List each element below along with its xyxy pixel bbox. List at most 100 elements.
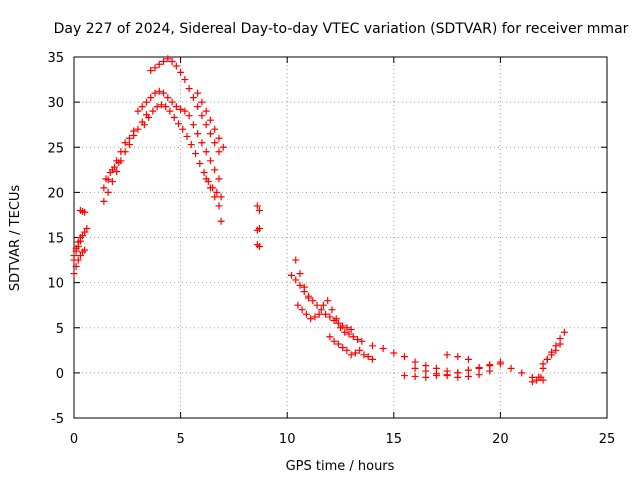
data-point (354, 335, 362, 343)
data-point (151, 64, 159, 72)
data-point (486, 361, 494, 369)
data-point (443, 351, 451, 359)
data-point (368, 342, 376, 350)
data-point (347, 351, 355, 359)
data-point (153, 103, 161, 111)
data-point (292, 256, 300, 264)
series-arc-peak-b (134, 87, 223, 183)
data-point (155, 60, 163, 68)
data-point (255, 243, 263, 251)
data-point (134, 125, 142, 133)
series-arc-night-d (443, 351, 472, 363)
data-point (332, 315, 340, 323)
data-point (400, 353, 408, 361)
data-point (177, 68, 185, 76)
data-point (138, 103, 146, 111)
data-point (196, 159, 204, 167)
data-point (72, 244, 80, 252)
data-point (337, 324, 344, 332)
series-arc-night-c (411, 364, 494, 381)
data-point (164, 94, 172, 102)
data-point (464, 372, 472, 380)
data-point (411, 358, 419, 366)
x-axis-label: GPS time / hours (286, 459, 395, 474)
data-point (104, 188, 112, 196)
data-point (211, 125, 219, 133)
data-point (305, 294, 313, 302)
data-point (206, 130, 214, 138)
data-point (155, 87, 163, 95)
data-point (177, 105, 185, 113)
data-point (543, 355, 551, 363)
data-point (351, 349, 359, 357)
data-point (411, 364, 419, 372)
data-point (162, 103, 170, 111)
data-point (168, 98, 176, 106)
data-point (72, 262, 80, 270)
y-tick-label: -5 (51, 412, 64, 427)
data-point (296, 281, 304, 289)
data-point (140, 121, 148, 129)
data-point (294, 301, 302, 309)
data-point (70, 270, 78, 278)
data-point (108, 178, 116, 186)
data-point (172, 103, 180, 111)
data-point (189, 121, 197, 129)
data-point (211, 139, 219, 147)
data-point (117, 148, 125, 156)
x-tick-label: 0 (70, 432, 78, 447)
y-axis-label: SDTVAR / TECUs (8, 185, 23, 292)
data-point (81, 208, 89, 216)
series-arc-evening-c (326, 333, 376, 363)
data-point (189, 94, 197, 102)
series-isolated-b (253, 202, 263, 251)
data-point (464, 355, 472, 363)
data-point (432, 370, 440, 378)
series-arc-dawn-b (539, 340, 564, 368)
data-point (253, 202, 261, 210)
data-point (315, 310, 323, 318)
data-point (100, 184, 108, 192)
series-arc-drop (202, 175, 223, 210)
data-point (166, 107, 174, 115)
data-point (185, 112, 193, 120)
series-arc-peak-c (140, 101, 225, 201)
data-point (202, 121, 210, 129)
data-point (215, 175, 223, 183)
data-point (76, 234, 84, 241)
data-point (255, 206, 263, 214)
data-point (206, 116, 214, 124)
series-arc-evening-b (294, 297, 366, 345)
data-point (160, 89, 168, 97)
chart-title: Day 227 of 2024, Sidereal Day-to-day VTE… (54, 21, 629, 37)
data-point (100, 197, 108, 205)
x-tick-label: 20 (492, 432, 509, 447)
data-point (202, 148, 210, 156)
data-point (121, 139, 129, 147)
data-point (213, 188, 221, 196)
data-point (160, 58, 168, 66)
data-point (147, 94, 155, 102)
data-points (70, 55, 568, 386)
data-point (287, 271, 295, 279)
x-axis: 0 5 10 15 20 25 (70, 57, 615, 447)
data-point (298, 306, 306, 314)
data-point (400, 372, 408, 380)
data-point (300, 288, 308, 296)
data-point (106, 169, 114, 177)
data-point (326, 313, 334, 321)
series-arc-dawn-c (528, 373, 545, 386)
data-point (76, 252, 84, 260)
data-point (560, 328, 568, 336)
data-point (552, 346, 560, 354)
data-point (548, 351, 556, 359)
data-point (142, 98, 150, 106)
data-point (125, 134, 133, 142)
data-point (364, 353, 372, 361)
data-point (215, 202, 223, 210)
data-point (81, 228, 89, 236)
data-point (215, 148, 223, 156)
data-point (486, 367, 494, 375)
data-point (181, 107, 189, 115)
y-tick-label: 15 (47, 232, 64, 247)
